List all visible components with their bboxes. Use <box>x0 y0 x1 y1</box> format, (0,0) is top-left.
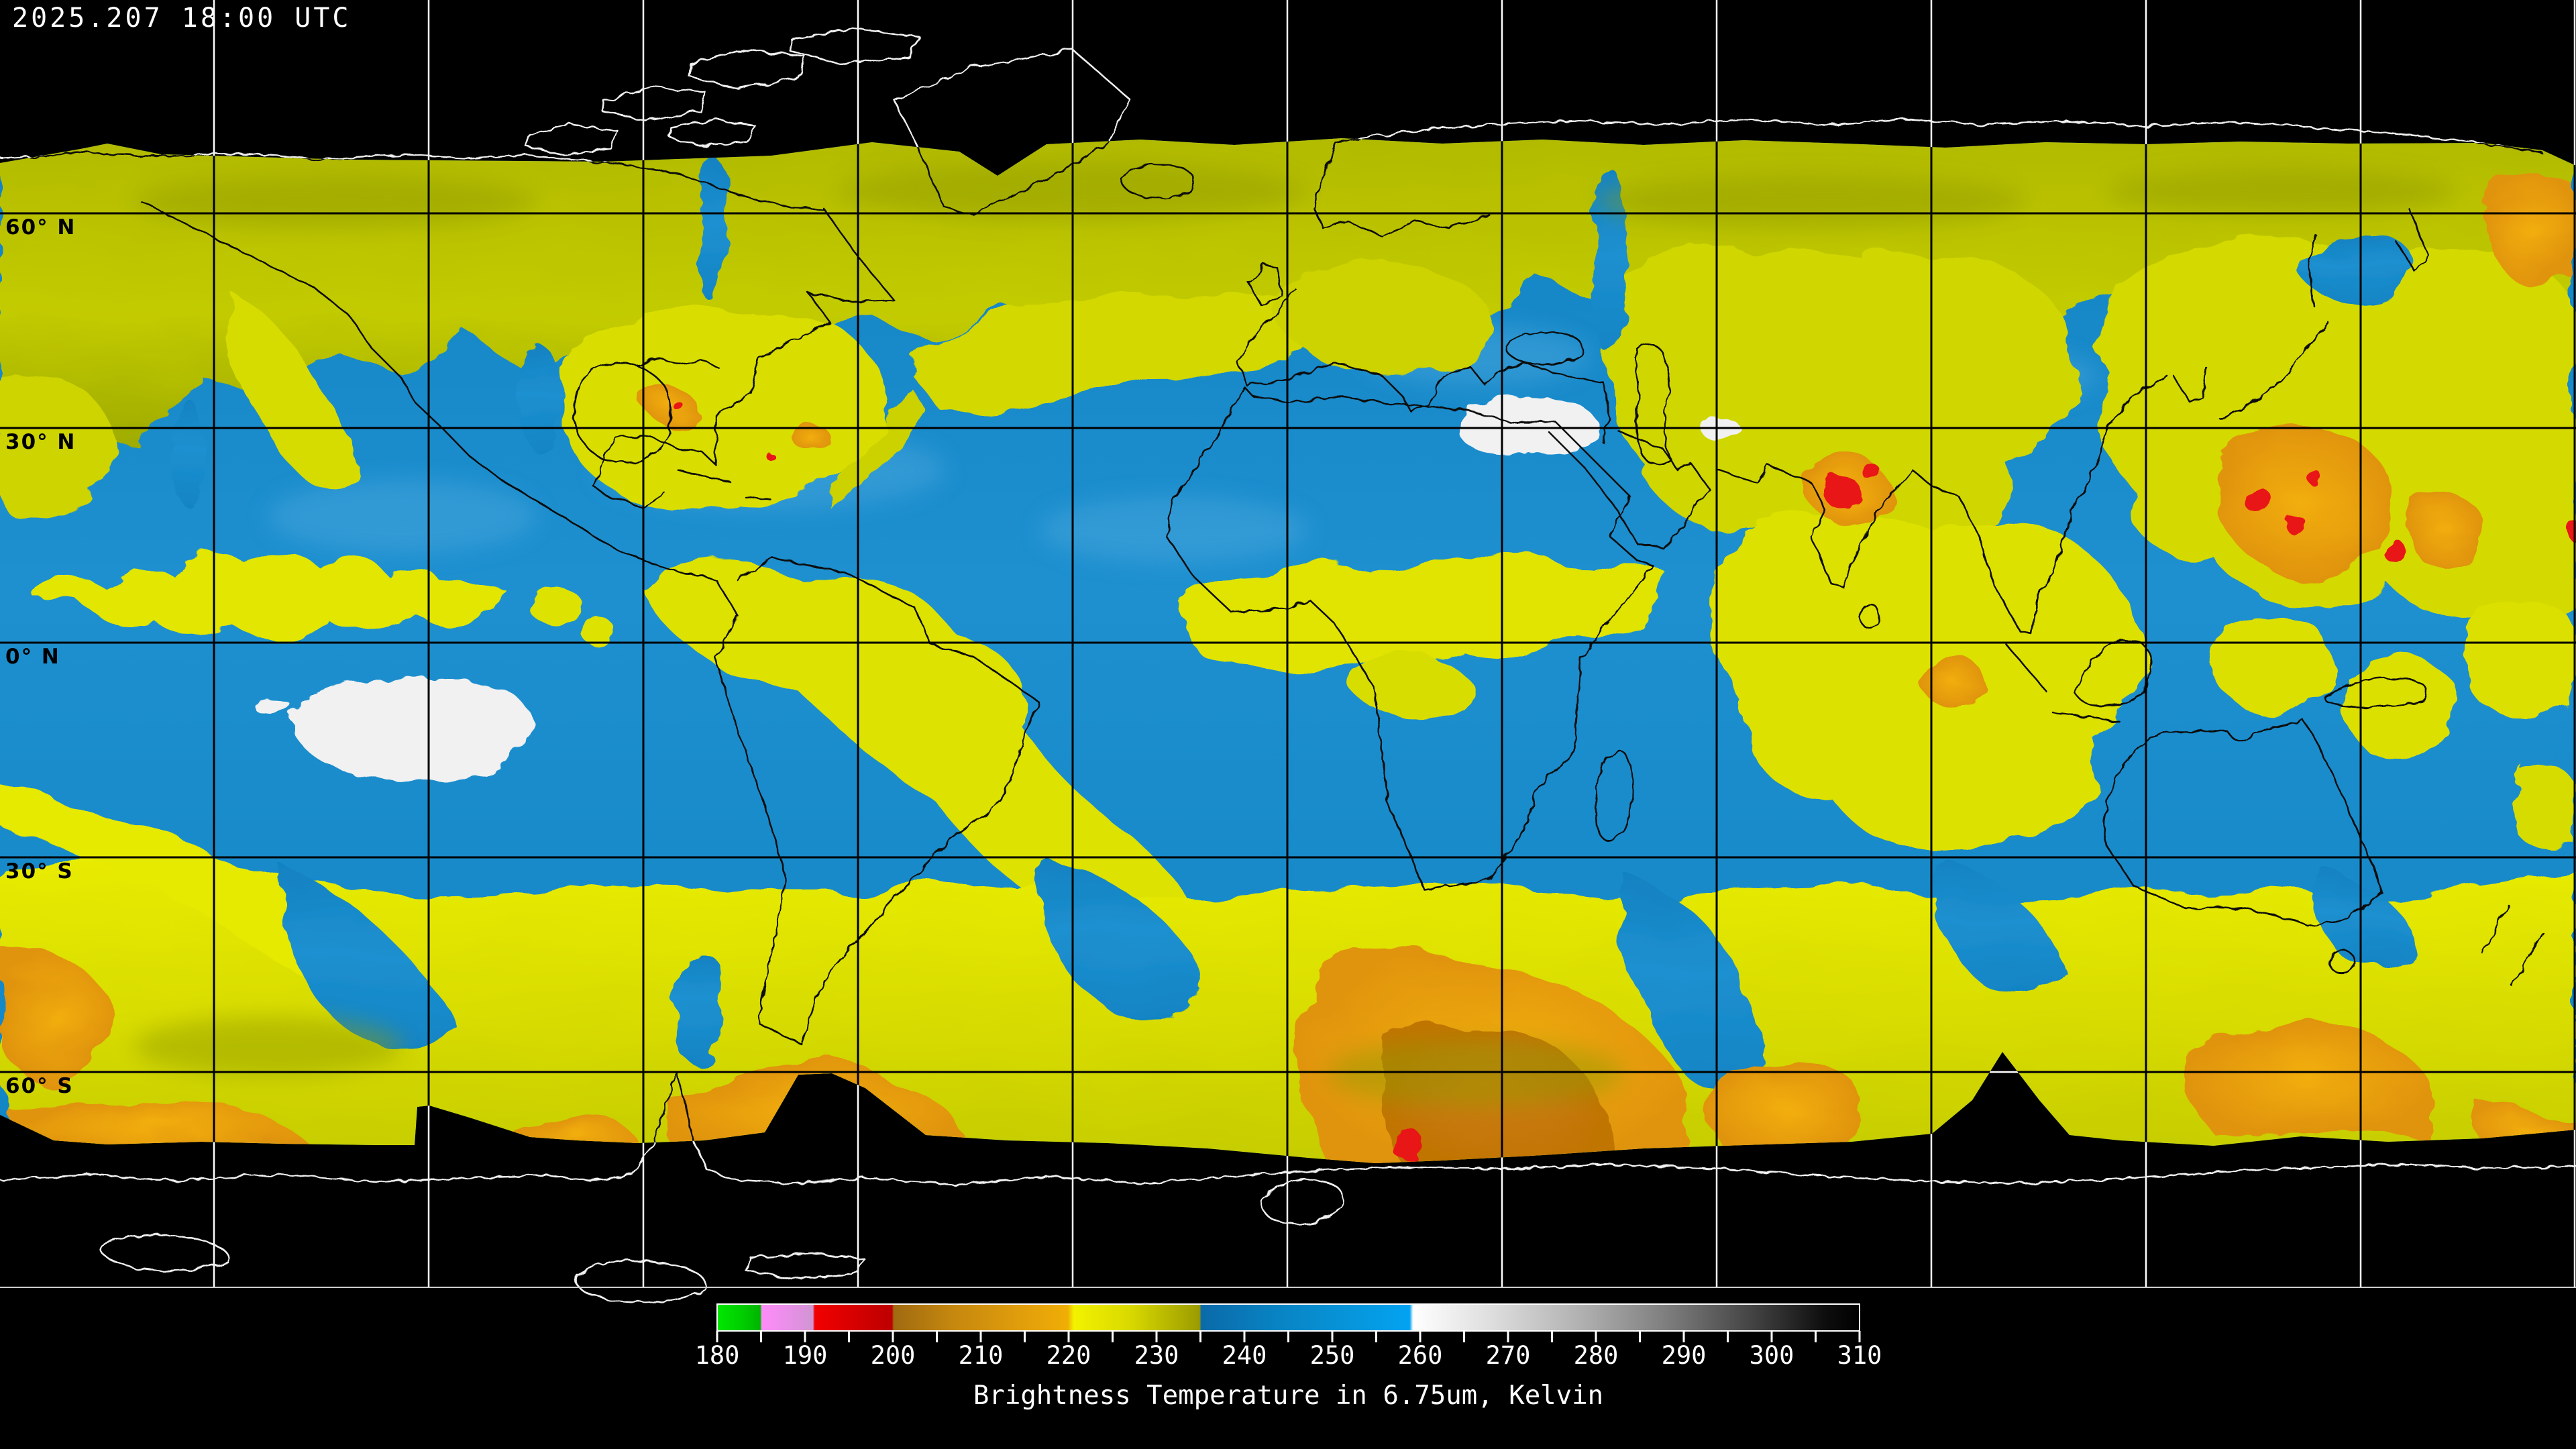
colorbar-gradient-bar <box>716 1303 1860 1332</box>
latitude-label: 60° N <box>5 215 76 239</box>
colorbar-legend: 180 190 200 210 220 230 240 250 260 270 280 290 300 3… <box>695 1303 1882 1411</box>
colorbar-tick-label: 280 <box>1574 1341 1619 1370</box>
latitude-label: 30° S <box>5 859 74 883</box>
colorbar-tick-label: 230 <box>1134 1341 1179 1370</box>
colorbar-tick-label: 270 <box>1486 1341 1531 1370</box>
graticule-over-data <box>0 0 2576 1287</box>
timestamp-label: 2025.207 18:00 UTC <box>12 3 352 34</box>
colorbar-tick-label: 210 <box>959 1341 1004 1370</box>
colorbar-tick-label: 220 <box>1046 1341 1091 1370</box>
colorbar-tick-label: 310 <box>1837 1341 1882 1370</box>
latitude-label: 60° S <box>5 1074 74 1098</box>
colorbar-tick-label: 180 <box>695 1341 740 1370</box>
colorbar-tick-label: 300 <box>1750 1341 1794 1370</box>
colorbar-tick-label: 240 <box>1222 1341 1267 1370</box>
colorbar-tick-label: 200 <box>871 1341 916 1370</box>
colorbar-tick-label: 250 <box>1310 1341 1355 1370</box>
latitude-label: 30° N <box>5 430 76 454</box>
brightness-temperature-field <box>0 0 2576 1287</box>
colorbar-tick-label: 290 <box>1662 1341 1707 1370</box>
latitude-label: 0° N <box>5 645 60 669</box>
colorbar-tick-label: 190 <box>783 1341 828 1370</box>
colorbar-tick-label: 260 <box>1398 1341 1443 1370</box>
colorbar-caption: Brightness Temperature in 6.75um, Kelvin <box>973 1381 1603 1411</box>
